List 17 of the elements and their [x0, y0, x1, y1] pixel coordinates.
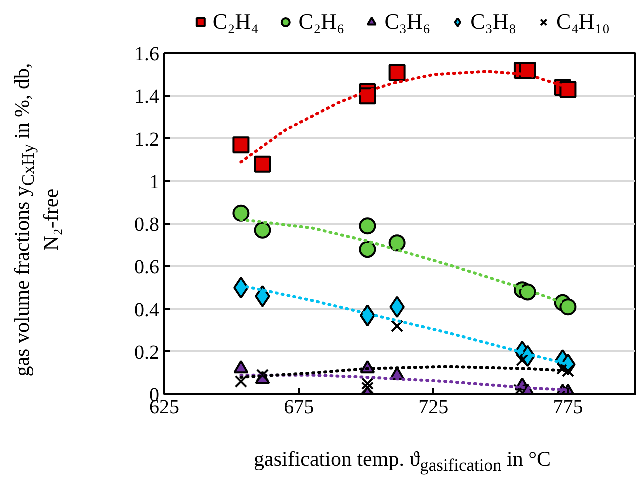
x-tick-label: 725 — [418, 396, 449, 418]
y-tick-label: 1.6 — [134, 44, 160, 66]
legend-label: C₃H₆ — [384, 9, 431, 35]
y-tick-label: 0.2 — [134, 342, 160, 364]
y-tick-label: 1.4 — [134, 86, 160, 108]
y-tick-label: 0.8 — [134, 214, 160, 236]
x-tick-label: 675 — [284, 396, 314, 418]
y-tick-label: 0.4 — [134, 299, 160, 322]
x-tick-label: 775 — [553, 396, 584, 418]
legend-label: C₃H₈ — [470, 9, 517, 35]
y-tick-label: 1 — [150, 171, 160, 194]
y-tick-label: 1.2 — [134, 128, 160, 151]
legend-label: C₂H₆ — [298, 9, 345, 35]
legend-label: C₂H₄ — [212, 9, 259, 35]
x-axis-title: gasification temp. ϑ$_{gasification}$ in °C — [253, 447, 552, 476]
legend-label: C₄H₁₀ — [556, 9, 610, 35]
y-tick-label: 0.6 — [134, 256, 160, 279]
